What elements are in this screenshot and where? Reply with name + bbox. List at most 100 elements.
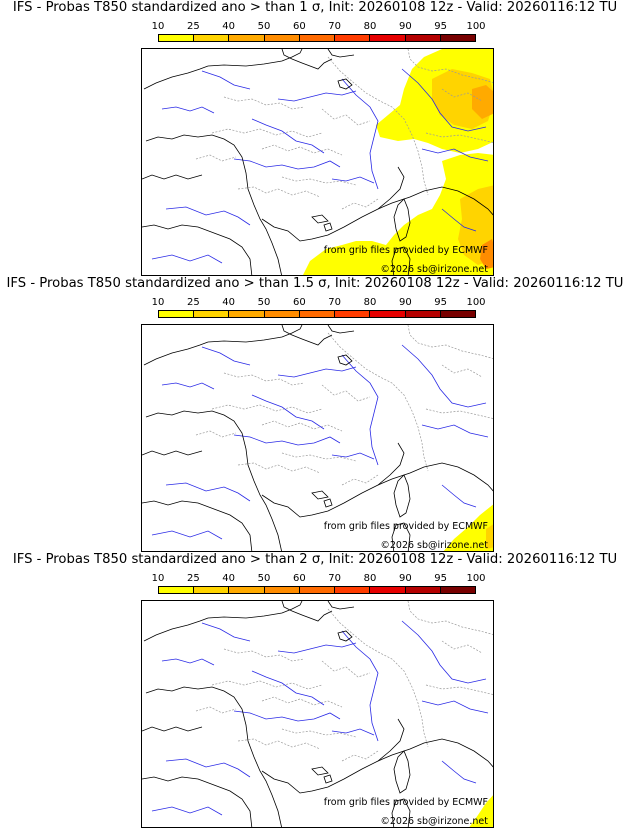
sardinia-coastline: [391, 522, 411, 551]
river: [251, 118, 325, 154]
coastline: [207, 49, 303, 67]
coastline: [207, 601, 303, 619]
chart-panel-1: IFS - Probas T850 standardized ano > tha…: [0, 0, 630, 276]
colorbar-tick-label: 40: [222, 297, 236, 308]
colorbar-swatch: [299, 311, 336, 317]
coastline: [142, 500, 253, 551]
colorbar-tick-label: 50: [257, 21, 271, 32]
probability-map: from grib files provided by ECMWF ©2026 s…: [141, 600, 494, 828]
river: [161, 106, 215, 114]
colorbar-tick-label: 90: [398, 297, 412, 308]
river: [151, 806, 223, 816]
colorbar-swatch: [194, 311, 230, 317]
admin-border: [237, 738, 321, 750]
river: [201, 346, 251, 366]
colorbar-swatch: [159, 587, 195, 593]
coastline: [143, 341, 209, 366]
colorbar-tick-label: 80: [363, 573, 377, 584]
chart-panel-2: IFS - Probas T850 standardized ano > tha…: [0, 276, 630, 552]
colorbar-tick-label: 70: [328, 21, 342, 32]
river: [277, 90, 357, 102]
chart-panel-3: IFS - Probas T850 standardized ano > tha…: [0, 552, 630, 828]
colorbar-swatch: [370, 311, 406, 317]
colorbar-swatch: [299, 587, 336, 593]
coastline: [377, 186, 493, 216]
colorbar-swatch: [264, 587, 300, 593]
admin-border: [261, 144, 343, 156]
map-canvas: [142, 601, 493, 827]
sardinia-coastline: [391, 798, 411, 827]
admin-border: [441, 640, 483, 654]
colorbar-swatch: [159, 311, 195, 317]
probability-area: [486, 524, 493, 549]
colorbar: [158, 586, 476, 594]
corsica-coastline: [393, 750, 411, 794]
coastline: [261, 166, 405, 242]
colorbar-swatch: [405, 311, 441, 317]
admin-border: [223, 96, 305, 110]
island-coastline: [323, 498, 333, 508]
river: [441, 760, 477, 784]
colorbar-tick-label: 40: [222, 573, 236, 584]
colorbar-swatch: [370, 35, 406, 41]
map-canvas: [142, 49, 493, 275]
source-credit: from grib files provided by ECMWF: [323, 521, 488, 532]
admin-border: [211, 680, 323, 690]
colorbar-swatch: [264, 35, 300, 41]
coastline: [281, 325, 333, 346]
river: [165, 482, 251, 502]
colorbar-labels: 10 25 40 50 60 70 80 90 95 100: [152, 297, 486, 309]
colorbar: [158, 310, 476, 318]
river: [401, 68, 487, 132]
colorbar-tick-label: 80: [363, 297, 377, 308]
corsica-coastline: [393, 474, 411, 518]
admin-border: [327, 332, 429, 472]
colorbar-swatch: [335, 35, 371, 41]
coastline: [142, 776, 253, 827]
admin-border: [261, 420, 343, 432]
river: [277, 366, 357, 378]
admin-border: [223, 648, 305, 662]
admin-border: [261, 696, 343, 708]
coastline: [142, 174, 203, 180]
panel-title: IFS - Probas T850 standardized ano > tha…: [12, 552, 618, 567]
coastline: [142, 224, 253, 275]
coastline: [145, 686, 282, 827]
admin-border: [281, 728, 357, 738]
coastline: [142, 450, 203, 456]
colorbar-swatch: [440, 35, 475, 41]
river: [233, 434, 341, 446]
admin-border: [321, 108, 371, 126]
admin-border: [195, 154, 237, 162]
river: [151, 254, 223, 264]
colorbar-swatch: [264, 311, 300, 317]
colorbar-tick-label: 100: [466, 297, 486, 308]
colorbar-tick-label: 95: [434, 297, 448, 308]
coastline: [143, 65, 209, 90]
colorbar-swatch: [229, 311, 265, 317]
colorbar-tick-label: 100: [466, 573, 486, 584]
colorbar-tick-label: 70: [328, 573, 342, 584]
probability-map: from grib files provided by ECMWF ©2026 s…: [141, 324, 494, 552]
admin-border: [341, 474, 379, 486]
colorbar-tick-label: 90: [398, 573, 412, 584]
colorbar-swatch: [440, 587, 475, 593]
probability-area: [480, 239, 493, 269]
admin-border: [321, 660, 371, 678]
admin-border: [407, 601, 493, 635]
coastline: [261, 718, 405, 794]
river: [421, 700, 489, 714]
island-coastline: [337, 78, 353, 90]
river: [341, 78, 379, 190]
colorbar-tick-label: 25: [186, 573, 200, 584]
probability-area: [469, 795, 493, 827]
river: [341, 630, 379, 742]
river: [401, 620, 487, 684]
river: [421, 148, 489, 162]
corsica-coastline: [393, 198, 411, 242]
river: [151, 530, 223, 540]
river: [233, 158, 341, 170]
river: [331, 728, 375, 736]
admin-border: [441, 364, 483, 378]
coastline: [377, 738, 493, 768]
